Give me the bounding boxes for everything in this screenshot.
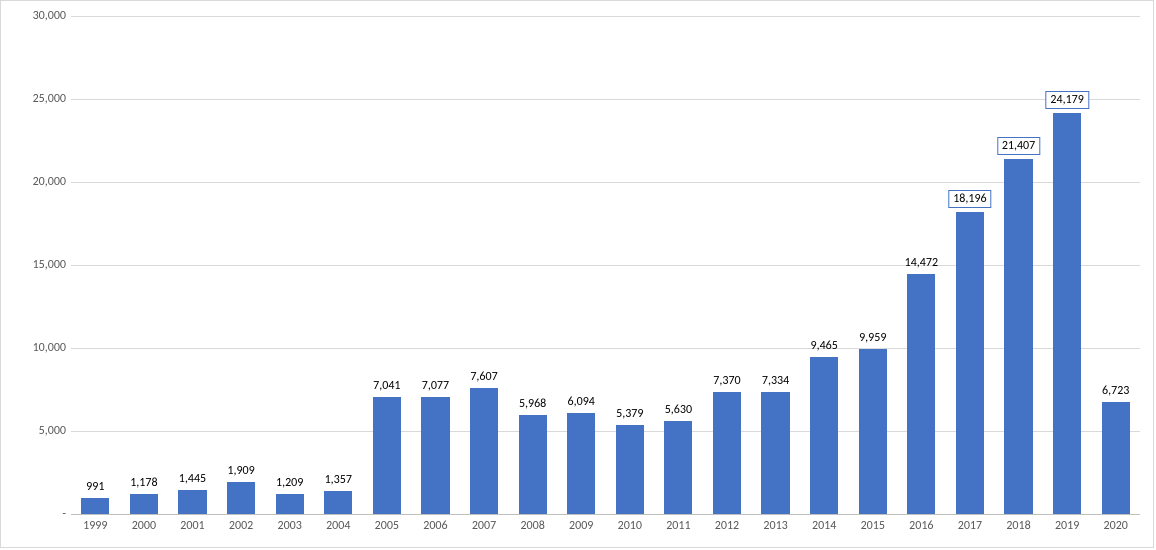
- bar-data-label: 1,178: [130, 476, 157, 490]
- x-tick-label: 2004: [326, 519, 350, 533]
- x-tick-label: 2013: [763, 519, 787, 533]
- bar-data-label-boxed: 21,407: [997, 137, 1040, 155]
- x-tick-label: 2011: [666, 519, 690, 533]
- chart-frame: - 5,000 10,000 15,000 20,000 25,000 30,000 1999…: [0, 0, 1154, 548]
- bar-data-label: 14,472: [905, 256, 938, 270]
- bar: [276, 494, 304, 514]
- bar: [1004, 159, 1032, 514]
- bar: [178, 490, 206, 514]
- bar: [421, 397, 449, 514]
- x-tick-label: 2018: [1006, 519, 1030, 533]
- bar: [859, 349, 887, 514]
- x-tick-label: 2015: [861, 519, 885, 533]
- bar-data-label: 5,630: [665, 403, 692, 417]
- bar: [470, 388, 498, 514]
- x-tick-label: 2019: [1055, 519, 1079, 533]
- bar: [907, 274, 935, 514]
- x-tick-label: 2017: [958, 519, 982, 533]
- x-tick-label: 2006: [423, 519, 447, 533]
- bar: [227, 482, 255, 514]
- bar-data-label-boxed: 24,179: [1045, 91, 1088, 109]
- y-gridline: [71, 16, 1140, 17]
- bar: [664, 421, 692, 514]
- x-tick-label: 2005: [375, 519, 399, 533]
- y-tick-label: 15,000: [6, 258, 66, 272]
- bar: [616, 425, 644, 514]
- bar: [810, 357, 838, 514]
- y-tick-label: 25,000: [6, 92, 66, 106]
- x-tick-label: 2003: [277, 519, 301, 533]
- bar-data-label: 1,357: [325, 473, 352, 487]
- bar: [130, 494, 158, 514]
- x-tick-label: 2020: [1104, 519, 1128, 533]
- bar: [373, 397, 401, 514]
- bar-data-label: 1,209: [276, 476, 303, 490]
- bar-data-label: 9,465: [810, 339, 837, 353]
- y-tick-label: -: [6, 507, 66, 521]
- bar: [713, 392, 741, 514]
- x-tick-label: 2002: [229, 519, 253, 533]
- y-gridline: [71, 182, 1140, 183]
- bar-data-label: 9,959: [859, 331, 886, 345]
- plot-area: [71, 16, 1140, 514]
- bar-data-label: 1,445: [179, 472, 206, 486]
- y-gridline: [71, 99, 1140, 100]
- bar-data-label: 6,723: [1102, 384, 1129, 398]
- bar-data-label: 5,379: [616, 407, 643, 421]
- y-tick-label: 10,000: [6, 341, 66, 355]
- bar-data-label: 7,041: [373, 379, 400, 393]
- bar-data-label: 7,607: [470, 370, 497, 384]
- y-tick-label: 30,000: [6, 9, 66, 23]
- bar-data-label: 6,094: [568, 395, 595, 409]
- y-tick-label: 20,000: [6, 175, 66, 189]
- bar: [761, 392, 789, 514]
- bar-data-label: 1,909: [227, 464, 254, 478]
- bar-data-label: 7,077: [422, 379, 449, 393]
- x-tick-label: 2007: [472, 519, 496, 533]
- bar: [1053, 113, 1081, 514]
- bar: [324, 491, 352, 514]
- bar-data-label: 7,370: [713, 374, 740, 388]
- bar-data-label: 991: [86, 480, 104, 494]
- y-tick-label: 5,000: [6, 424, 66, 438]
- x-tick-label: 2009: [569, 519, 593, 533]
- bar: [956, 212, 984, 514]
- x-tick-label: 2016: [909, 519, 933, 533]
- bar-data-label: 7,334: [762, 374, 789, 388]
- x-tick-label: 1999: [83, 519, 107, 533]
- bar: [519, 415, 547, 514]
- x-tick-label: 2001: [180, 519, 204, 533]
- bar: [1102, 402, 1130, 514]
- x-tick-label: 2000: [132, 519, 156, 533]
- x-tick-label: 2012: [715, 519, 739, 533]
- x-axis-baseline: [71, 514, 1140, 515]
- x-tick-label: 2008: [520, 519, 544, 533]
- bar: [567, 413, 595, 514]
- x-tick-label: 2014: [812, 519, 836, 533]
- x-tick-label: 2010: [618, 519, 642, 533]
- bar: [81, 498, 109, 514]
- bar-data-label-boxed: 18,196: [948, 190, 991, 208]
- bar-data-label: 5,968: [519, 397, 546, 411]
